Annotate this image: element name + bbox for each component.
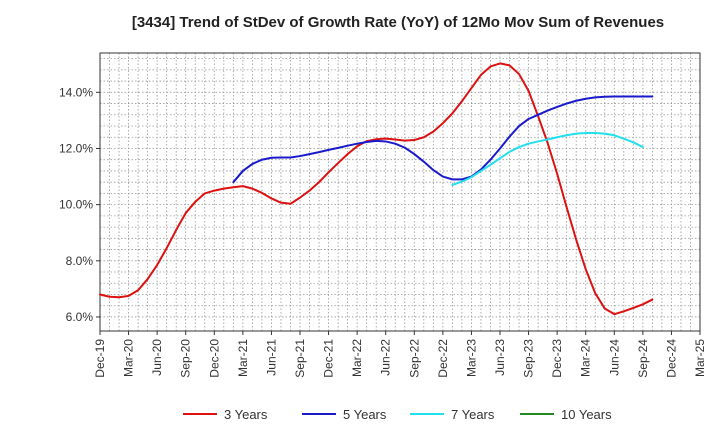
x-tick-label: Dec-20 — [207, 339, 221, 378]
x-tick-label: Jun-24 — [607, 339, 621, 376]
x-tick-label: Jun-21 — [264, 339, 278, 376]
x-tick-label: Mar-22 — [350, 339, 364, 377]
y-tick-label: 12.0% — [59, 141, 93, 155]
x-tick-label: Sep-21 — [293, 339, 307, 378]
x-tick-label: Mar-25 — [693, 339, 707, 377]
x-tick-label: Sep-23 — [522, 339, 536, 378]
x-tick-label: Jun-23 — [493, 339, 507, 376]
chart-title: [3434] Trend of StDev of Growth Rate (Yo… — [132, 14, 664, 31]
x-tick-label: Mar-24 — [579, 339, 593, 377]
legend-label-10-years: 10 Years — [561, 407, 612, 422]
plot-area — [100, 53, 700, 331]
x-tick-label: Dec-24 — [664, 339, 678, 378]
legend: 3 Years 5 Years 7 Years 10 Years — [183, 407, 612, 422]
legend-label-3-years: 3 Years — [224, 407, 268, 422]
legend-label-7-years: 7 Years — [451, 407, 495, 422]
x-tick-label: Jun-20 — [150, 339, 164, 376]
x-tick-label: Sep-22 — [407, 339, 421, 378]
series-line-5-years — [232, 95, 654, 184]
y-tick-label: 10.0% — [59, 198, 93, 212]
x-tick-label: Sep-20 — [179, 339, 193, 378]
x-tick-label: Mar-20 — [122, 339, 136, 377]
x-tick-label: Mar-21 — [236, 339, 250, 377]
axes: 6.0% 8.0% 10.0% 12.0% 14.0% Dec-19 Mar-20 Jun-2… — [59, 52, 707, 378]
x-tick-label: Dec-22 — [436, 339, 450, 378]
x-tick-label: Dec-23 — [550, 339, 564, 378]
series-line-3-years — [99, 62, 654, 316]
y-tick-label: 14.0% — [59, 85, 93, 99]
x-tick-label: Jun-22 — [379, 339, 393, 376]
x-tick-label: Mar-23 — [464, 339, 478, 377]
x-tick-label: Dec-21 — [322, 339, 336, 378]
plot-border — [99, 52, 701, 332]
x-tick-label: Sep-24 — [636, 339, 650, 378]
series-line-7-years — [451, 132, 644, 186]
x-tick-label: Dec-19 — [93, 339, 107, 378]
legend-label-5-years: 5 Years — [343, 407, 387, 422]
series-lines — [99, 62, 654, 316]
y-tick-label: 6.0% — [66, 310, 94, 324]
grid-lines — [100, 53, 700, 331]
y-tick-label: 8.0% — [66, 254, 94, 268]
plot-background — [100, 53, 700, 331]
